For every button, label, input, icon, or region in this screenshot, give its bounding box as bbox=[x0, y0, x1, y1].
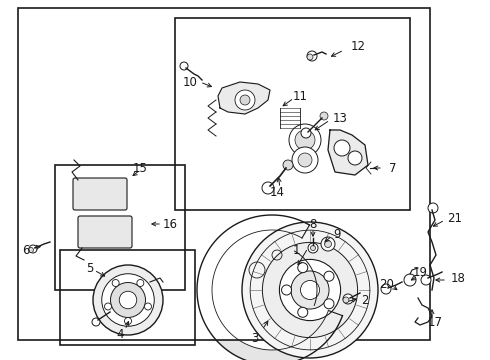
Text: 18: 18 bbox=[451, 271, 465, 284]
Text: 9: 9 bbox=[333, 228, 341, 240]
Circle shape bbox=[300, 280, 319, 300]
Circle shape bbox=[102, 274, 154, 326]
Circle shape bbox=[119, 291, 137, 309]
Circle shape bbox=[308, 243, 318, 253]
Circle shape bbox=[235, 90, 255, 110]
Circle shape bbox=[404, 274, 416, 286]
Circle shape bbox=[93, 265, 163, 335]
Circle shape bbox=[92, 318, 100, 326]
Text: 6: 6 bbox=[22, 243, 30, 256]
Text: 16: 16 bbox=[163, 217, 177, 230]
Text: 20: 20 bbox=[380, 278, 394, 291]
Text: 17: 17 bbox=[427, 315, 442, 328]
Text: 12: 12 bbox=[350, 40, 366, 53]
Text: 15: 15 bbox=[133, 162, 147, 175]
Circle shape bbox=[145, 303, 151, 310]
Text: 7: 7 bbox=[389, 162, 397, 175]
Bar bbox=[18, 8, 430, 340]
Circle shape bbox=[180, 62, 188, 70]
Circle shape bbox=[112, 279, 119, 287]
Circle shape bbox=[292, 147, 318, 173]
Circle shape bbox=[343, 294, 353, 304]
Polygon shape bbox=[197, 215, 343, 360]
Circle shape bbox=[428, 203, 438, 213]
Text: 4: 4 bbox=[116, 328, 124, 342]
Circle shape bbox=[307, 54, 313, 60]
Bar bbox=[55, 165, 185, 290]
Circle shape bbox=[282, 285, 292, 295]
Circle shape bbox=[301, 128, 311, 138]
Circle shape bbox=[279, 260, 341, 321]
Text: 21: 21 bbox=[447, 211, 463, 225]
FancyBboxPatch shape bbox=[73, 178, 127, 210]
Circle shape bbox=[348, 151, 362, 165]
Text: 8: 8 bbox=[309, 217, 317, 230]
Circle shape bbox=[242, 222, 378, 358]
Circle shape bbox=[298, 307, 308, 317]
FancyBboxPatch shape bbox=[78, 216, 132, 248]
Circle shape bbox=[295, 130, 315, 150]
Circle shape bbox=[262, 182, 274, 194]
Circle shape bbox=[111, 283, 146, 318]
Circle shape bbox=[343, 297, 349, 303]
Circle shape bbox=[263, 242, 358, 338]
Text: 3: 3 bbox=[251, 332, 259, 345]
Circle shape bbox=[289, 124, 321, 156]
Polygon shape bbox=[328, 130, 368, 175]
Circle shape bbox=[28, 248, 33, 252]
Polygon shape bbox=[218, 82, 270, 114]
Bar bbox=[175, 18, 410, 210]
Circle shape bbox=[381, 284, 391, 294]
Circle shape bbox=[124, 318, 131, 324]
Circle shape bbox=[321, 237, 335, 251]
Circle shape bbox=[324, 271, 334, 281]
Circle shape bbox=[137, 279, 144, 287]
Circle shape bbox=[298, 153, 312, 167]
Circle shape bbox=[334, 140, 350, 156]
Circle shape bbox=[421, 275, 431, 285]
Circle shape bbox=[104, 303, 112, 310]
Circle shape bbox=[298, 263, 308, 273]
Text: 13: 13 bbox=[333, 112, 347, 125]
Text: 10: 10 bbox=[183, 76, 197, 89]
Text: 11: 11 bbox=[293, 90, 308, 103]
Circle shape bbox=[29, 245, 37, 253]
Circle shape bbox=[320, 112, 328, 120]
Circle shape bbox=[324, 240, 332, 248]
Circle shape bbox=[324, 299, 334, 309]
Circle shape bbox=[311, 246, 316, 251]
Circle shape bbox=[240, 95, 250, 105]
Text: 14: 14 bbox=[270, 185, 285, 198]
Circle shape bbox=[307, 51, 317, 61]
Text: 2: 2 bbox=[361, 293, 369, 306]
Text: 1: 1 bbox=[292, 243, 300, 256]
Text: 5: 5 bbox=[86, 261, 94, 274]
Circle shape bbox=[283, 160, 293, 170]
Circle shape bbox=[291, 271, 329, 309]
Bar bbox=[60, 250, 195, 345]
Text: 19: 19 bbox=[413, 266, 427, 279]
